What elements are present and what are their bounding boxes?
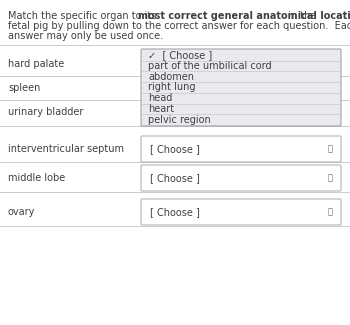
Text: interventricular septum: interventricular septum: [8, 144, 124, 154]
Text: ⌵: ⌵: [328, 145, 332, 153]
Text: hard palate: hard palate: [8, 59, 64, 69]
Text: ⌵: ⌵: [328, 174, 332, 183]
Text: right lung: right lung: [148, 83, 196, 93]
Text: answer may only be used once.: answer may only be used once.: [8, 31, 163, 41]
Text: ✓  [ Choose ]: ✓ [ Choose ]: [148, 50, 212, 60]
Text: most correct general anatomical location: most correct general anatomical location: [138, 11, 350, 21]
Text: pelvic region: pelvic region: [148, 115, 211, 125]
Text: ovary: ovary: [8, 207, 35, 217]
Text: [ Choose ]: [ Choose ]: [150, 144, 200, 154]
Text: fetal pig by pulling down to the correct answer for each question.  Each: fetal pig by pulling down to the correct…: [8, 21, 350, 31]
Text: abdomen: abdomen: [148, 72, 194, 82]
FancyBboxPatch shape: [141, 199, 341, 225]
FancyBboxPatch shape: [141, 49, 341, 126]
Text: middle lobe: middle lobe: [8, 173, 65, 183]
Text: in the: in the: [285, 11, 316, 21]
Text: spleen: spleen: [8, 83, 40, 93]
Text: [ Choose ]: [ Choose ]: [150, 173, 200, 183]
FancyBboxPatch shape: [141, 136, 341, 162]
Text: ⌵: ⌵: [328, 207, 332, 216]
Text: head: head: [148, 93, 172, 103]
Text: part of the umbilical cord: part of the umbilical cord: [148, 61, 272, 71]
Text: [ Choose ]: [ Choose ]: [150, 207, 200, 217]
Text: urinary bladder: urinary bladder: [8, 107, 83, 117]
Text: Match the specific organ to its: Match the specific organ to its: [8, 11, 160, 21]
FancyBboxPatch shape: [141, 165, 341, 191]
Text: heart: heart: [148, 104, 174, 114]
